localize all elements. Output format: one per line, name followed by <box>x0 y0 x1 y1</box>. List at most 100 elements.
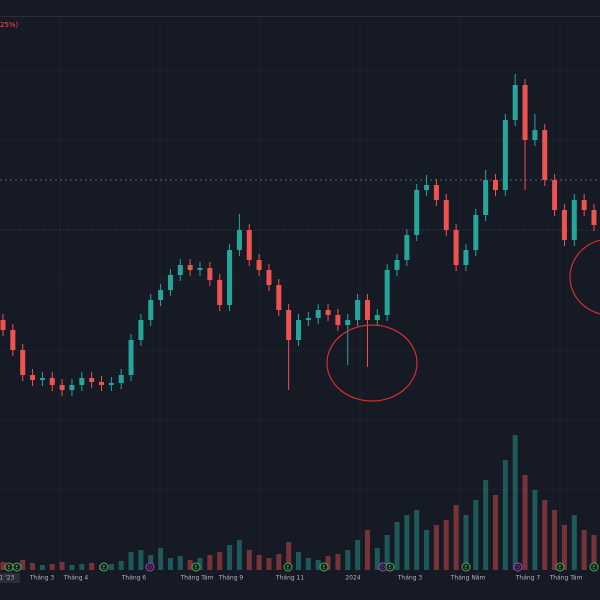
candle-body <box>177 265 183 275</box>
event-label: E <box>286 565 289 571</box>
volume-bar <box>335 554 341 570</box>
volume-bar <box>345 550 351 570</box>
volume-bar <box>227 545 233 570</box>
volume-bar <box>473 500 479 570</box>
volume-bar <box>542 500 548 570</box>
candle-body <box>404 235 410 260</box>
event-marker <box>555 562 565 572</box>
event-marker <box>12 562 22 572</box>
candle-body <box>118 375 124 383</box>
event-label: E <box>464 565 467 571</box>
volume-bar <box>552 510 558 570</box>
candle-body <box>502 120 508 190</box>
candle-body <box>424 185 430 190</box>
volume-bar <box>118 561 124 570</box>
event-marker <box>461 562 471 572</box>
volume-bar <box>424 530 430 570</box>
event-marker <box>513 562 523 572</box>
event-marker <box>145 562 155 572</box>
candle-body <box>207 268 213 280</box>
candle-body <box>591 210 597 225</box>
time-axis <box>0 571 600 600</box>
volume-bar <box>20 560 26 570</box>
volume-bar <box>217 552 223 570</box>
candle-body <box>522 85 528 140</box>
candle-body <box>453 230 459 265</box>
volume-bar <box>581 530 587 570</box>
volume-bar <box>315 560 321 570</box>
candle-body <box>187 265 193 270</box>
volume-bar <box>522 475 528 570</box>
candle-body <box>20 350 26 375</box>
candle-body <box>374 315 380 320</box>
candle-body <box>364 300 370 320</box>
volume-bar <box>276 554 282 570</box>
event-label: E <box>322 565 325 571</box>
x-tick-label: Tháng 11 <box>275 575 304 582</box>
candle-body <box>414 190 420 235</box>
event-label: D <box>381 565 385 571</box>
candle-body <box>246 230 252 260</box>
candle-body <box>571 200 577 240</box>
candle-body <box>315 310 321 318</box>
event-marker <box>99 562 109 572</box>
candle-body <box>39 378 45 380</box>
candle-body <box>296 320 301 340</box>
candle-body <box>512 85 518 120</box>
event-markers: E E E ED E E D E E ED E <box>4 562 599 572</box>
volume-bar <box>49 564 55 570</box>
volume-bar <box>404 515 410 570</box>
candle-body <box>167 275 173 290</box>
volume-bar <box>305 558 311 570</box>
volume-bar <box>108 564 114 570</box>
grid <box>0 18 600 570</box>
volume-bar <box>433 525 439 570</box>
volume-bar <box>296 552 301 570</box>
legend-fragment: 25%) <box>0 21 19 29</box>
candle-body <box>128 340 134 375</box>
candle-body <box>355 300 361 320</box>
candle-body <box>542 130 548 180</box>
volume-bar <box>463 515 469 570</box>
candle-body <box>581 200 587 210</box>
candle-body <box>305 318 311 320</box>
candle-body <box>325 310 331 315</box>
volume-bar <box>355 540 361 570</box>
volume-layer <box>0 435 597 570</box>
volume-bar <box>561 525 567 570</box>
candle-body <box>158 290 164 300</box>
event-label: E <box>194 565 197 571</box>
volume-bar <box>483 480 489 570</box>
volume-bar <box>148 555 154 570</box>
candle-body <box>394 260 400 270</box>
volume-bar <box>167 558 173 570</box>
volume-bar <box>266 558 272 570</box>
volume-bar <box>384 535 390 570</box>
x-tick-label: Tháng Tám <box>180 575 214 582</box>
volume-bar <box>502 460 508 570</box>
volume-bar <box>236 540 242 570</box>
event-label: E <box>7 565 10 571</box>
volume-bar <box>532 490 538 570</box>
volume-bar <box>256 555 262 570</box>
volume-bar <box>414 510 420 570</box>
volume-bar <box>512 435 518 570</box>
event-marker <box>385 562 395 572</box>
volume-bar <box>374 548 380 570</box>
candle-body <box>335 315 341 325</box>
event-label: D <box>516 565 520 571</box>
candle-body <box>10 330 16 350</box>
volume-bar <box>89 563 95 570</box>
candle-body <box>49 378 55 385</box>
axis-highlight <box>0 573 20 583</box>
volume-bar <box>246 550 252 570</box>
candle-body <box>99 382 104 385</box>
annotation-circle <box>326 324 418 402</box>
x-tick-label: Tháng 7 <box>515 575 541 582</box>
event-marker <box>283 562 293 572</box>
event-label: E <box>558 565 561 571</box>
x-tick-label: Tháng 6 <box>121 575 147 582</box>
candle-layer <box>0 74 597 396</box>
